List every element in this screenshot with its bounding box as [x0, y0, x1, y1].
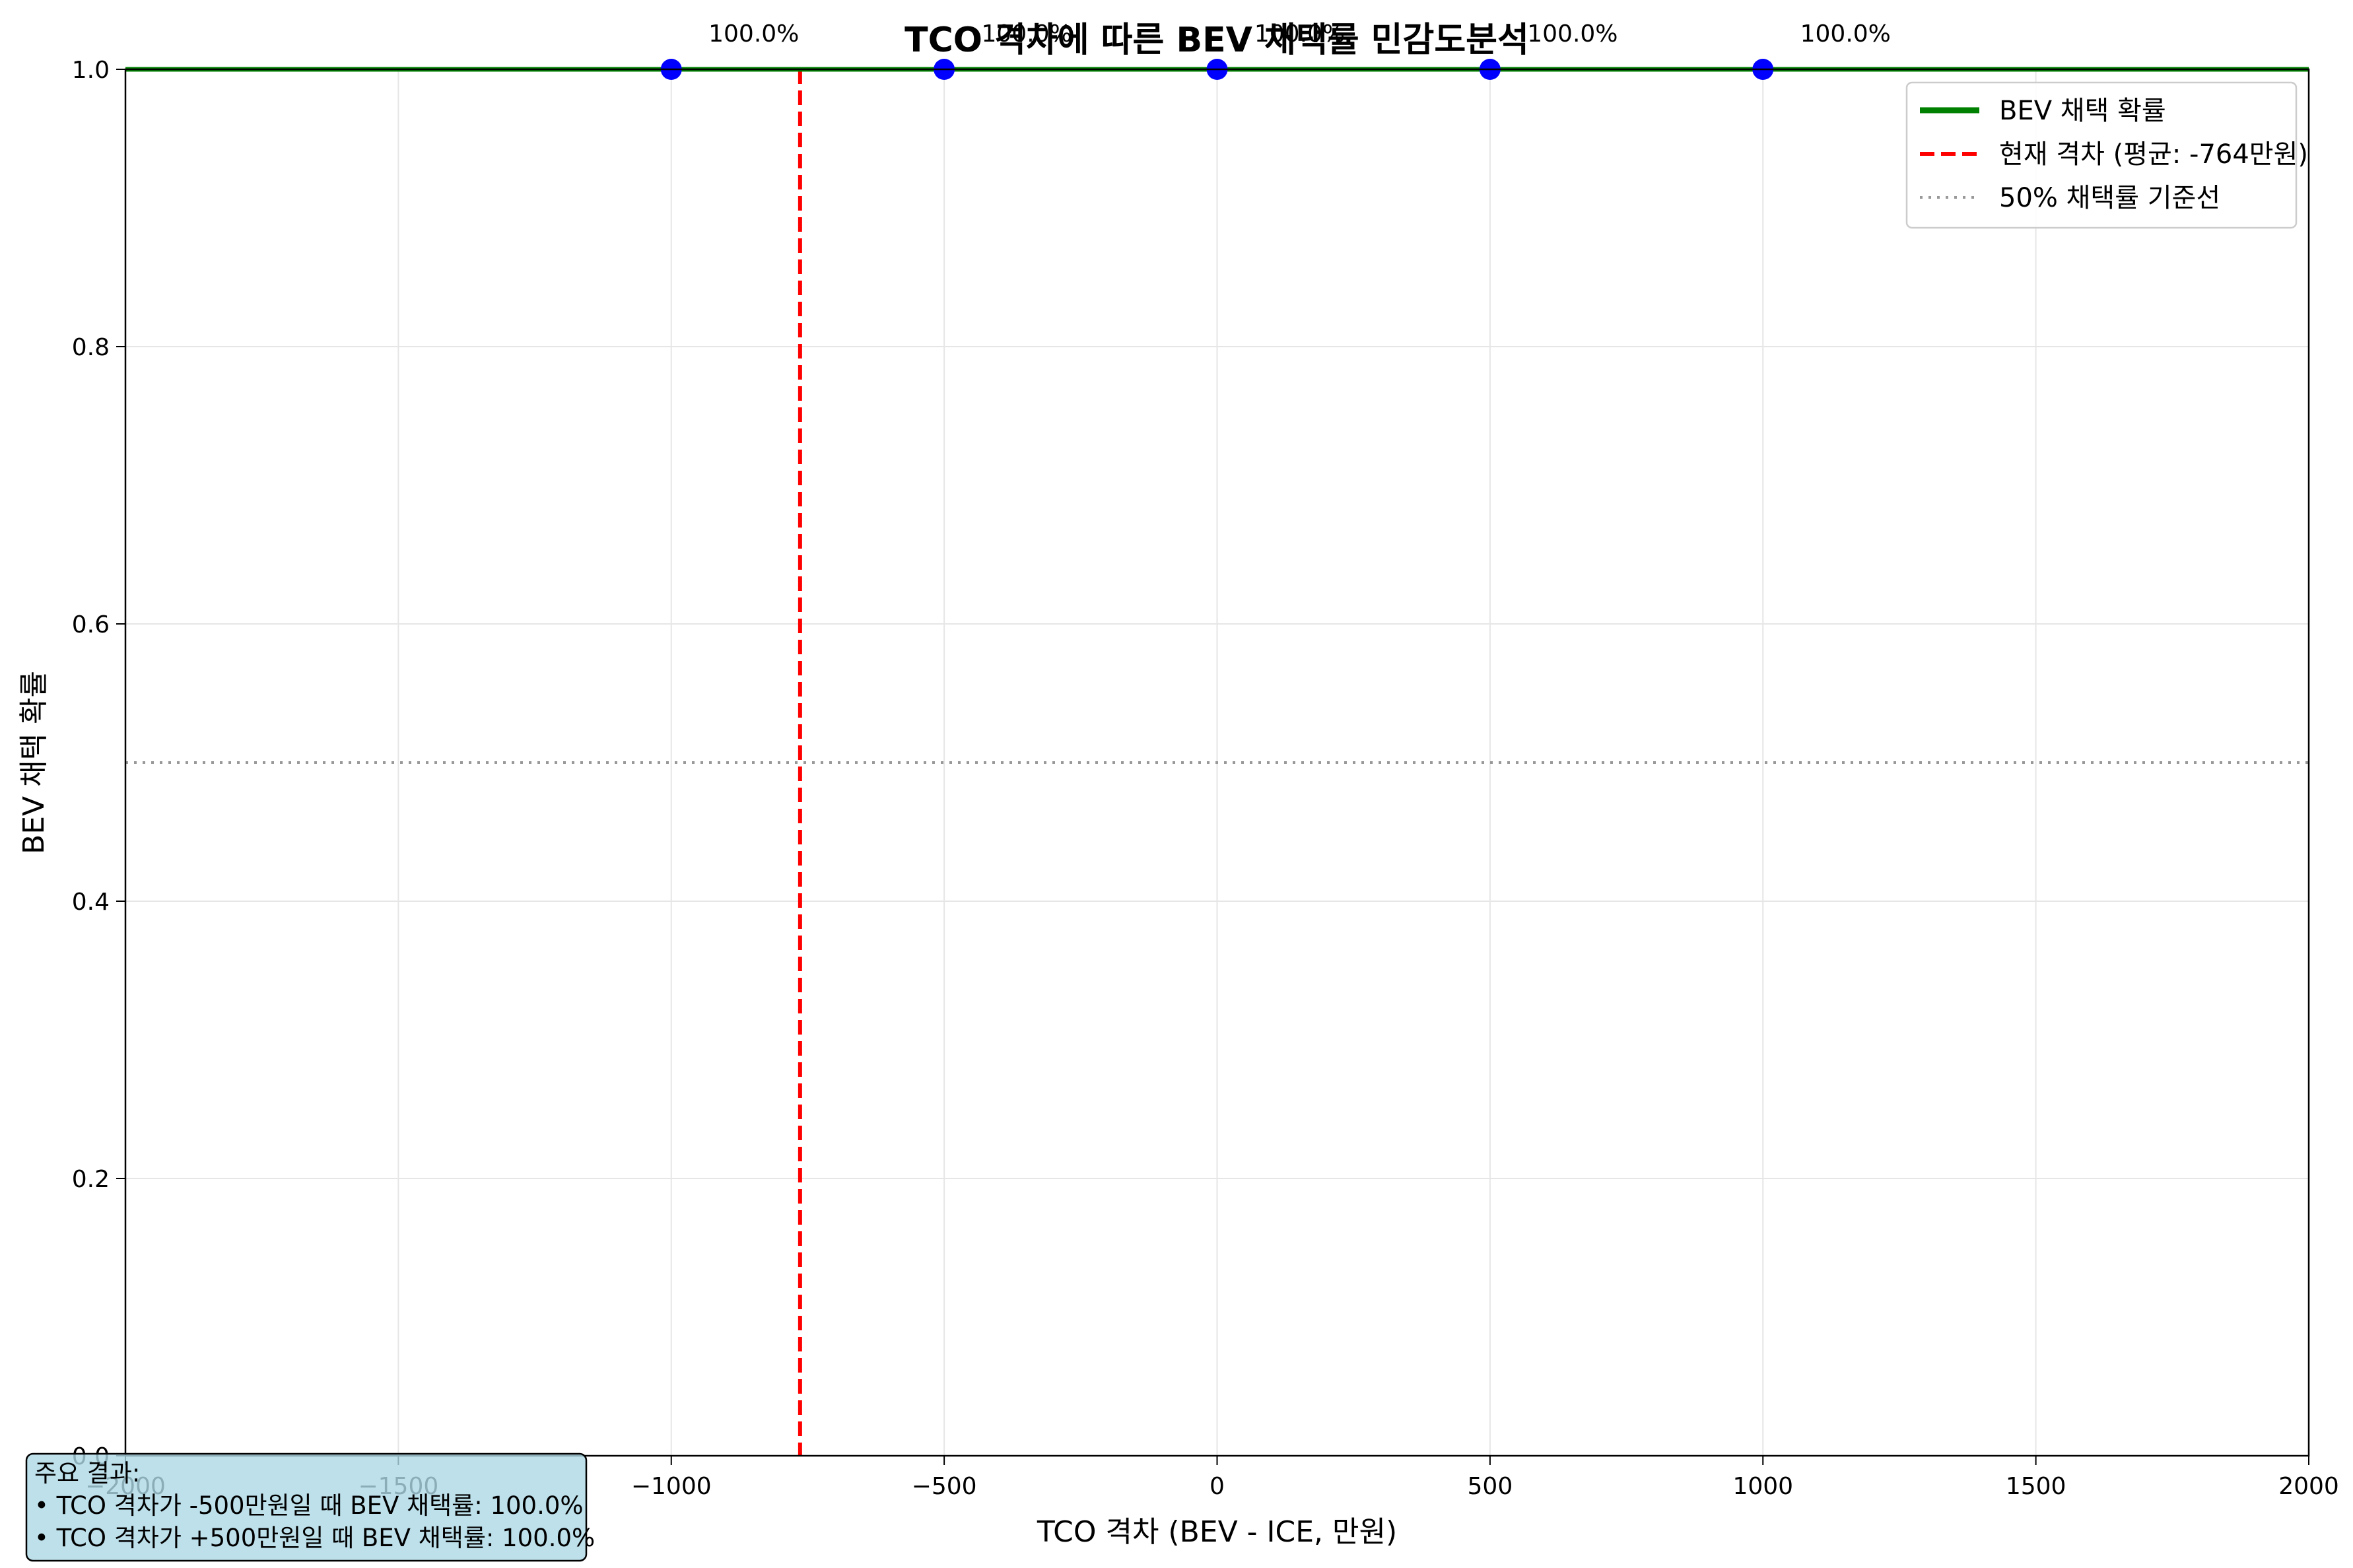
y-tick-label: 0.6 — [72, 611, 110, 638]
x-tick-label: −1000 — [631, 1473, 712, 1500]
y-axis-label: BEV 채택 확률 — [17, 671, 51, 854]
x-axis-label: TCO 격차 (BEV - ICE, 만원) — [1037, 1515, 1397, 1549]
y-tick-label: 0.4 — [72, 889, 110, 916]
data-label: 100.0% — [1254, 20, 1345, 48]
y-axis-ticks: 0.00.20.40.60.81.0 — [72, 57, 125, 1470]
y-tick-label: 0.8 — [72, 334, 110, 361]
data-label: 100.0% — [981, 20, 1072, 48]
note-line: • TCO 격차가 -500만원일 때 BEV 채택률: 100.0% — [34, 1491, 584, 1520]
results-note: 주요 결과: • TCO 격차가 -500만원일 때 BEV 채택률: 100.0… — [25, 1452, 595, 1562]
x-tick-label: 1000 — [1732, 1473, 1793, 1500]
y-tick-label: 0.2 — [72, 1166, 110, 1193]
data-label: 100.0% — [708, 20, 799, 48]
x-tick-label: 2000 — [2278, 1473, 2339, 1500]
legend-box — [1905, 81, 2298, 229]
data-label: 100.0% — [1527, 20, 1618, 48]
x-tick-label: 500 — [1468, 1473, 1513, 1500]
x-tick-label: −500 — [912, 1473, 977, 1500]
chart-title: TCO 격차에 따른 BEV 채택률 민감도분석 — [904, 20, 1529, 60]
legend-entry-label: 50% 채택률 기준선 — [1999, 183, 2220, 213]
note-box — [25, 1452, 588, 1562]
legend-entry-label: 현재 격차 (평균: -764만원) — [1999, 139, 2308, 170]
y-tick-label: 1.0 — [72, 57, 110, 84]
data-labels: 100.0% 100.0% 100.0% 100.0% 100.0% — [708, 20, 1891, 48]
note-line: 주요 결과: — [34, 1459, 140, 1487]
reference-lines — [125, 69, 2309, 1456]
note-line: • TCO 격차가 +500만원일 때 BEV 채택률: 100.0% — [34, 1524, 595, 1552]
legend-entry-label: BEV 채택 확률 — [1999, 96, 2166, 126]
x-tick-label: 1500 — [2006, 1473, 2066, 1500]
data-label: 100.0% — [1800, 20, 1891, 48]
x-tick-label: 0 — [1210, 1473, 1225, 1500]
